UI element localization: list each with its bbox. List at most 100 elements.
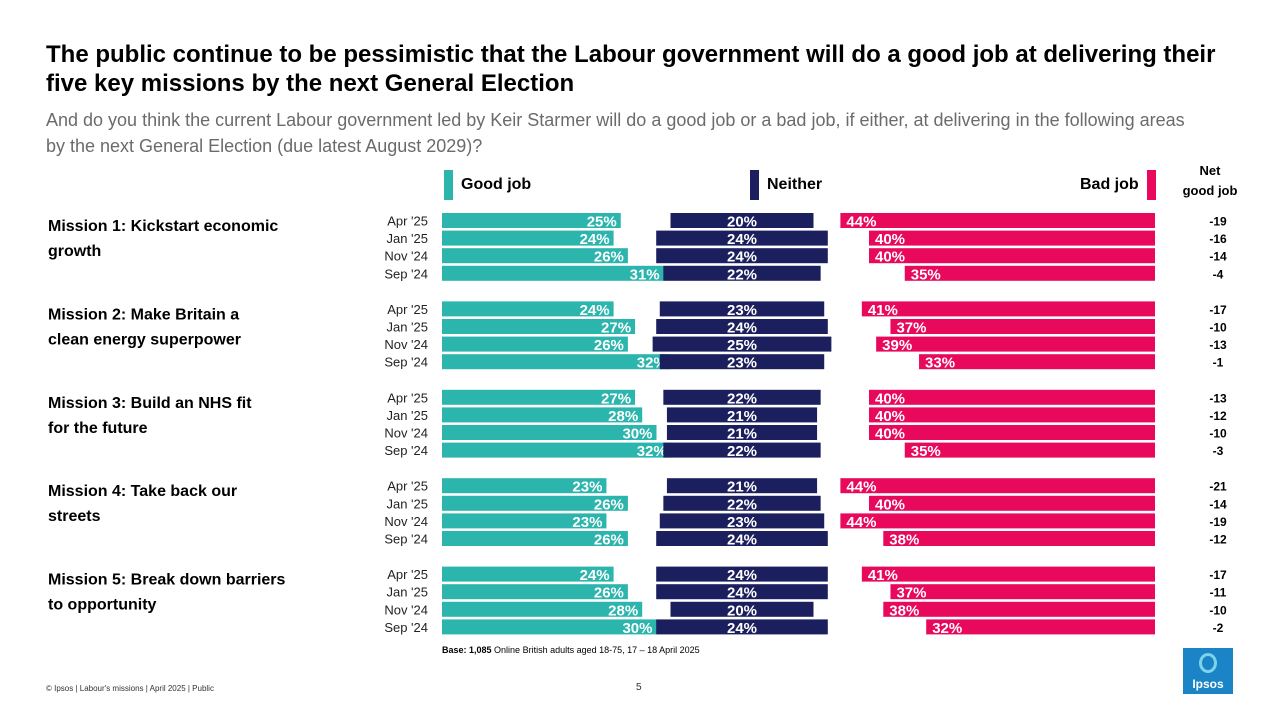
neither-bar bbox=[663, 265, 821, 281]
good-value-label: 28% bbox=[608, 408, 638, 425]
bad-value-label: 38% bbox=[889, 532, 919, 549]
bad-value-label: 35% bbox=[911, 266, 941, 283]
legend-good-swatch bbox=[444, 170, 453, 200]
good-value-label: 23% bbox=[572, 514, 602, 531]
mission-label: Mission 3: Build an NHS fit bbox=[48, 395, 252, 412]
net-good-job-header: Net good job bbox=[1180, 161, 1240, 201]
neither-value-label: 22% bbox=[727, 443, 757, 460]
neither-bar bbox=[656, 619, 828, 635]
net-value-label: -13 bbox=[1209, 391, 1227, 405]
bad-bar bbox=[876, 336, 1155, 352]
neither-value-label: 21% bbox=[727, 426, 757, 443]
mission-label: to opportunity bbox=[48, 597, 157, 614]
good-bar bbox=[442, 336, 628, 352]
neither-value-label: 20% bbox=[727, 602, 757, 619]
net-value-label: -19 bbox=[1209, 215, 1227, 229]
neither-value-label: 23% bbox=[727, 355, 757, 372]
good-value-label: 27% bbox=[601, 390, 631, 407]
good-value-label: 26% bbox=[594, 585, 624, 602]
neither-bar bbox=[656, 584, 828, 600]
bad-value-label: 40% bbox=[875, 408, 905, 425]
neither-value-label: 25% bbox=[727, 337, 757, 354]
period-label: Nov '24 bbox=[384, 337, 428, 352]
good-value-label: 27% bbox=[601, 320, 631, 337]
bad-bar bbox=[869, 389, 1155, 405]
period-label: Jan '25 bbox=[386, 320, 428, 335]
mission-label: Mission 4: Take back our bbox=[48, 483, 237, 500]
legend-bad-swatch bbox=[1146, 170, 1156, 200]
good-bar bbox=[442, 566, 614, 582]
period-label: Nov '24 bbox=[384, 426, 428, 441]
good-bar bbox=[442, 442, 671, 458]
net-value-label: -2 bbox=[1213, 621, 1224, 635]
mission-label: clean energy superpower bbox=[48, 331, 241, 348]
neither-value-label: 23% bbox=[727, 302, 757, 319]
net-value-label: -16 bbox=[1209, 232, 1227, 246]
net-header-line2: good job bbox=[1182, 183, 1238, 198]
good-bar bbox=[442, 425, 657, 440]
net-value-label: -19 bbox=[1209, 515, 1227, 529]
good-bar bbox=[442, 584, 628, 600]
legend-good-label: Good job bbox=[461, 176, 532, 193]
good-bar bbox=[442, 265, 664, 281]
net-header-line1: Net bbox=[1199, 163, 1221, 178]
bad-bar bbox=[890, 584, 1155, 600]
net-value-label: -14 bbox=[1209, 250, 1227, 264]
neither-bar bbox=[663, 389, 821, 405]
good-bar bbox=[442, 354, 671, 370]
period-label: Nov '24 bbox=[384, 602, 428, 617]
bad-bar bbox=[883, 601, 1155, 617]
net-value-label: -3 bbox=[1213, 444, 1224, 458]
neither-bar bbox=[663, 495, 821, 511]
legend-neither-swatch bbox=[750, 170, 759, 200]
period-label: Apr '25 bbox=[387, 567, 428, 582]
neither-bar bbox=[666, 407, 818, 423]
bad-value-label: 41% bbox=[868, 567, 898, 584]
period-label: Apr '25 bbox=[387, 479, 428, 494]
period-label: Apr '25 bbox=[387, 214, 428, 229]
bad-value-label: 33% bbox=[925, 355, 955, 372]
bad-bar bbox=[890, 319, 1155, 334]
good-value-label: 31% bbox=[630, 266, 660, 283]
mission-label: Mission 5: Break down barriers bbox=[48, 572, 286, 589]
good-value-label: 24% bbox=[580, 231, 610, 248]
good-value-label: 23% bbox=[572, 479, 602, 496]
bad-bar bbox=[919, 354, 1155, 370]
good-value-label: 30% bbox=[622, 426, 652, 443]
bad-value-label: 40% bbox=[875, 496, 905, 513]
good-value-label: 32% bbox=[637, 355, 667, 372]
ipsos-logo: Ipsos bbox=[1183, 648, 1233, 694]
bad-bar bbox=[883, 531, 1155, 546]
neither-bar bbox=[659, 301, 825, 317]
neither-bar bbox=[656, 248, 828, 264]
good-value-label: 26% bbox=[594, 249, 624, 266]
bad-value-label: 40% bbox=[875, 249, 905, 266]
bad-value-label: 39% bbox=[882, 337, 912, 354]
bad-value-label: 37% bbox=[896, 585, 926, 602]
legend-neither: Neither bbox=[750, 170, 822, 200]
bad-value-label: 40% bbox=[875, 390, 905, 407]
footer-copyright: © Ipsos | Labour's missions | April 2025… bbox=[46, 684, 214, 693]
net-value-label: -17 bbox=[1209, 568, 1227, 582]
page-title: The public continue to be pessimistic th… bbox=[46, 41, 1216, 97]
bad-value-label: 41% bbox=[868, 302, 898, 319]
mission-label: growth bbox=[48, 243, 101, 260]
bad-value-label: 32% bbox=[932, 620, 962, 637]
legend-neither-label: Neither bbox=[767, 176, 823, 193]
page-number: 5 bbox=[636, 682, 642, 693]
good-bar bbox=[442, 407, 643, 423]
period-label: Sep '24 bbox=[384, 443, 428, 458]
good-bar bbox=[442, 301, 614, 317]
neither-value-label: 20% bbox=[727, 214, 757, 231]
bad-value-label: 38% bbox=[889, 602, 919, 619]
neither-value-label: 24% bbox=[727, 532, 757, 549]
base-note: Base: 1,085 Online British adults aged 1… bbox=[442, 645, 700, 655]
good-bar bbox=[442, 513, 607, 529]
net-value-label: -4 bbox=[1213, 267, 1224, 281]
bad-bar bbox=[869, 425, 1155, 440]
bad-bar bbox=[869, 495, 1155, 511]
good-bar bbox=[442, 531, 628, 546]
bad-value-label: 44% bbox=[846, 479, 876, 496]
good-bar bbox=[442, 601, 643, 617]
